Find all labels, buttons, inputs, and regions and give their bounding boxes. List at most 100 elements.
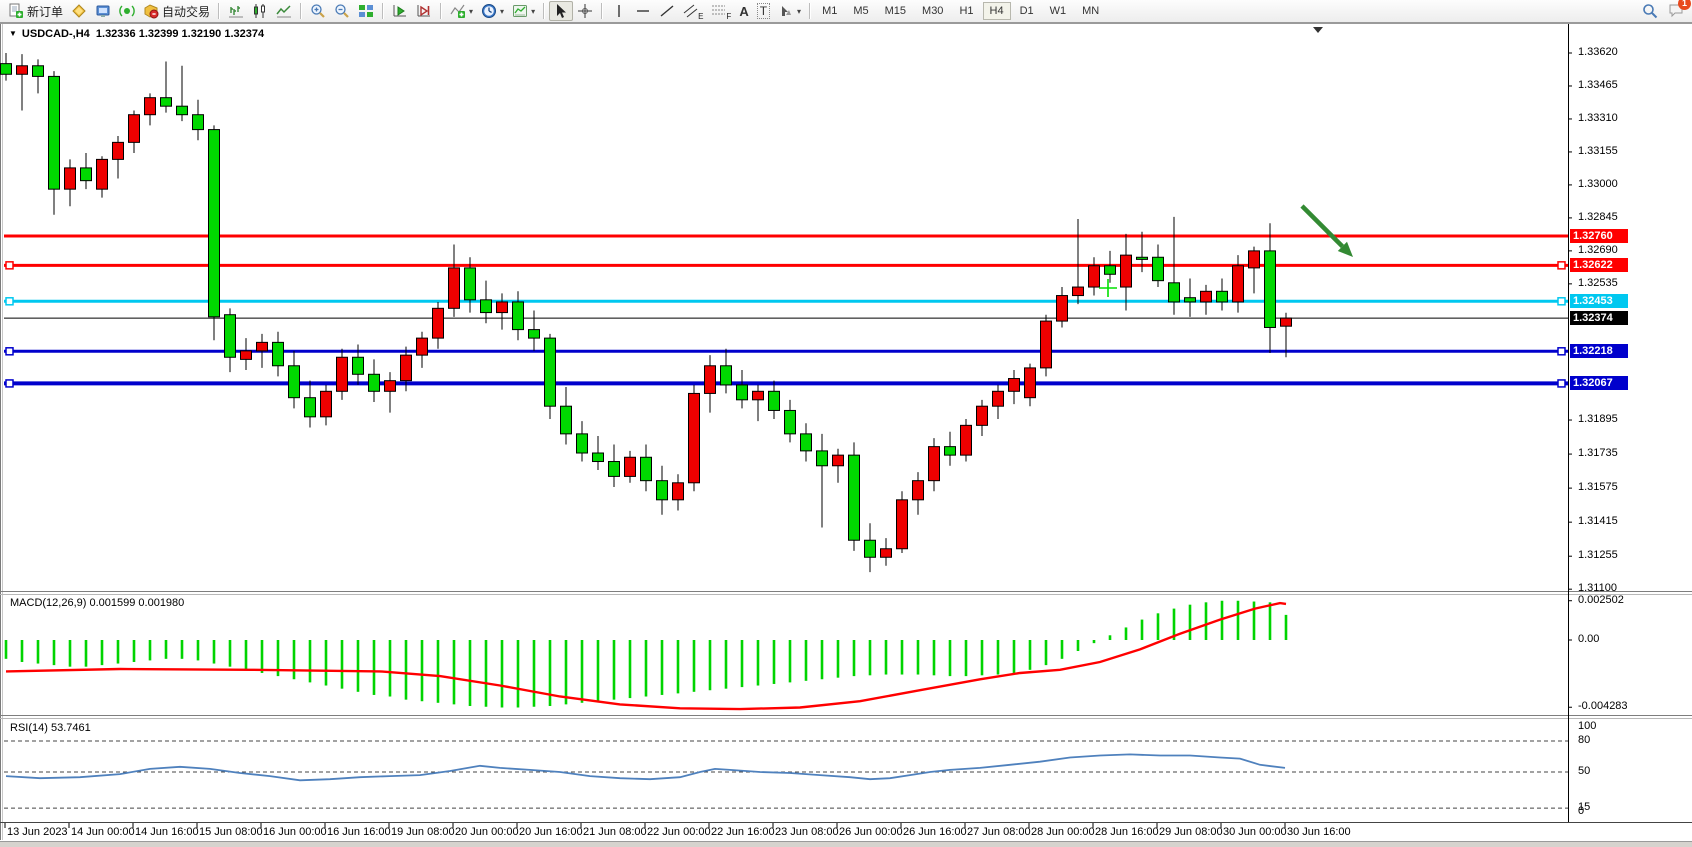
autotrading-label: 自动交易 (162, 4, 211, 19)
periods-button[interactable]: ▾ (477, 1, 508, 21)
zoom-in-icon (311, 4, 325, 18)
autotrading-button[interactable]: 自动交易 (139, 1, 214, 21)
window-frame-left (0, 23, 1, 840)
macd-tick-label: -0.004283 (1578, 700, 1628, 713)
auto-scroll-icon (393, 5, 407, 17)
shapes-tool-button[interactable]: ▾ (774, 1, 805, 21)
zoom-in-button[interactable] (306, 1, 330, 21)
rsi-tick-label: 80 (1578, 734, 1591, 746)
tile-windows-button[interactable] (354, 1, 378, 21)
collapse-triangle-icon[interactable]: ▼ (9, 29, 17, 38)
timeframe-button-W1[interactable]: W1 (1049, 5, 1067, 17)
text-tool-icon: A (739, 3, 749, 19)
crosshair-tool-button[interactable] (573, 1, 597, 21)
channel-tool-label: E (698, 12, 704, 21)
chart-shift-button[interactable] (412, 1, 436, 21)
price-tick-label: 1.31575 (1578, 481, 1618, 494)
indicators-button[interactable]: ▾ (446, 1, 477, 21)
price-badge-1.32622: 1.32622 (1570, 258, 1628, 273)
price-tick-label: 1.31255 (1578, 549, 1618, 562)
signals-icon (119, 5, 135, 17)
search-icon[interactable] (1642, 3, 1658, 19)
date-tick-label: 14 Jun 00:00 (71, 826, 135, 838)
date-tick-label: 13 Jun 2023 (7, 826, 68, 838)
timeframe-button-D1[interactable]: D1 (1019, 5, 1034, 17)
market-watch-icon (72, 4, 86, 18)
dropdown-arrow-icon: ▾ (469, 6, 474, 16)
date-tick-label: 21 Jun 08:00 (583, 826, 647, 838)
macd-tick-label: 0.002502 (1578, 593, 1624, 606)
dropdown-arrow-icon: ▾ (500, 6, 505, 16)
date-tick-label: 19 Jun 08:00 (391, 826, 455, 838)
zoom-out-icon (335, 4, 349, 18)
chart-window (0, 23, 1692, 846)
timeframe-button-M15[interactable]: M15 (884, 5, 907, 17)
price-badge-1.32374: 1.32374 (1570, 311, 1628, 326)
chat-badge: 1 (1678, 0, 1691, 10)
price-tick-label: 1.32535 (1578, 276, 1618, 289)
toolbar-separator (218, 3, 221, 19)
candlestick-chart-button[interactable] (248, 1, 272, 21)
signals-button[interactable] (115, 1, 139, 21)
date-tick-label: 26 Jun 00:00 (839, 826, 903, 838)
tile-windows-icon (359, 5, 374, 17)
timeframe-button-H1[interactable]: H1 (959, 5, 974, 17)
new-order-button[interactable]: 新订单 (4, 1, 67, 21)
rsi-tick-label: 50 (1578, 765, 1591, 777)
fibonacci-tool-label: F (726, 12, 732, 21)
date-tick-label: 26 Jun 16:00 (903, 826, 967, 838)
date-tick-label: 16 Jun 00:00 (263, 826, 327, 838)
cursor-tool-button[interactable] (549, 1, 574, 21)
equidistant-channel-icon (683, 4, 698, 18)
window-bottom-strip (0, 841, 1692, 847)
trendline-tool-button[interactable] (655, 1, 679, 21)
timeframe-button-MN[interactable]: MN (1082, 5, 1100, 17)
horizontal-line-icon (637, 10, 650, 12)
chart-symbol-period: USDCAD-,H4 (21, 28, 90, 40)
price-tick-label: 1.31415 (1578, 515, 1618, 528)
date-tick-label: 22 Jun 00:00 (647, 826, 711, 838)
auto-scroll-button[interactable] (388, 1, 412, 21)
timeframe-button-H4[interactable]: H4 (982, 2, 1011, 20)
horizontal-line-tool-button[interactable] (631, 1, 655, 21)
rsi-tick-label: 15 (1578, 801, 1591, 814)
market-watch-button[interactable] (67, 1, 91, 21)
metaeditor-button[interactable] (91, 1, 115, 21)
chart-shift-icon (417, 5, 431, 17)
chart-quote-ohlc: 1.32336 1.32399 1.32190 1.32374 (95, 28, 265, 40)
candlestick-chart-icon (254, 4, 266, 18)
fibonacci-tool-button[interactable]: F (707, 1, 735, 21)
label-tool-button[interactable]: T (753, 1, 774, 21)
templates-button[interactable]: ▾ (508, 1, 539, 21)
chat-button[interactable]: 1 (1668, 0, 1691, 21)
price-tick-label: 1.32690 (1578, 243, 1618, 256)
crosshair-icon (578, 4, 593, 18)
date-tick-label: 30 Jun 00:00 (1223, 826, 1287, 838)
price-tick-label: 1.33000 (1578, 177, 1618, 190)
line-chart-button[interactable] (272, 1, 296, 21)
bar-chart-button[interactable] (224, 1, 248, 21)
zoom-out-button[interactable] (330, 1, 354, 21)
timeframe-toolbar: M1 M5 M15 M30 H1 H4 D1 W1 MN (815, 2, 1106, 20)
price-badge-1.32760: 1.32760 (1570, 228, 1628, 243)
new-order-label: 新订单 (27, 4, 64, 19)
channel-tool-button[interactable]: E (679, 1, 707, 21)
timeframe-button-M1[interactable]: M1 (822, 5, 838, 17)
cursor-icon (557, 4, 567, 18)
price-tick-label: 1.33465 (1578, 78, 1618, 91)
price-tick-label: 1.31100 (1578, 582, 1617, 595)
timeframe-button-M5[interactable]: M5 (853, 5, 869, 17)
rsi-label: RSI(14) 53.7461 (10, 722, 91, 734)
window-frame-left-inner (2, 23, 3, 840)
price-tick-label: 1.33620 (1578, 46, 1618, 58)
timeframe-button-M30[interactable]: M30 (922, 5, 944, 17)
date-tick-label: 28 Jun 00:00 (1031, 826, 1095, 838)
date-tick-label: 20 Jun 16:00 (519, 826, 583, 838)
date-tick-label: 27 Jun 08:00 (967, 826, 1031, 838)
dropdown-arrow-icon: ▾ (531, 6, 536, 16)
templates-icon (513, 5, 528, 17)
vertical-line-tool-button[interactable] (607, 1, 631, 21)
toolbar-separator (543, 3, 546, 19)
text-tool-button[interactable]: A (735, 1, 752, 21)
